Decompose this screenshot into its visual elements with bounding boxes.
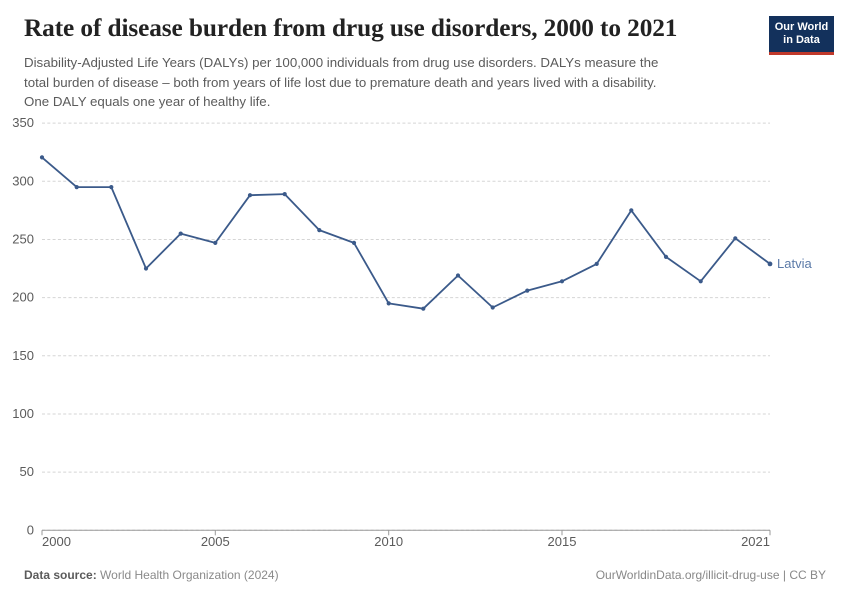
svg-text:300: 300 bbox=[12, 173, 34, 188]
svg-text:2005: 2005 bbox=[201, 534, 230, 549]
svg-text:2021: 2021 bbox=[741, 534, 770, 549]
svg-text:Latvia: Latvia bbox=[777, 256, 812, 271]
svg-text:2015: 2015 bbox=[548, 534, 577, 549]
svg-text:150: 150 bbox=[12, 348, 34, 363]
svg-text:350: 350 bbox=[12, 115, 34, 130]
svg-text:2000: 2000 bbox=[42, 534, 71, 549]
svg-text:50: 50 bbox=[20, 464, 34, 479]
svg-text:200: 200 bbox=[12, 290, 34, 305]
svg-text:250: 250 bbox=[12, 232, 34, 247]
svg-text:2010: 2010 bbox=[374, 534, 403, 549]
svg-text:0: 0 bbox=[27, 522, 34, 537]
svg-text:100: 100 bbox=[12, 406, 34, 421]
